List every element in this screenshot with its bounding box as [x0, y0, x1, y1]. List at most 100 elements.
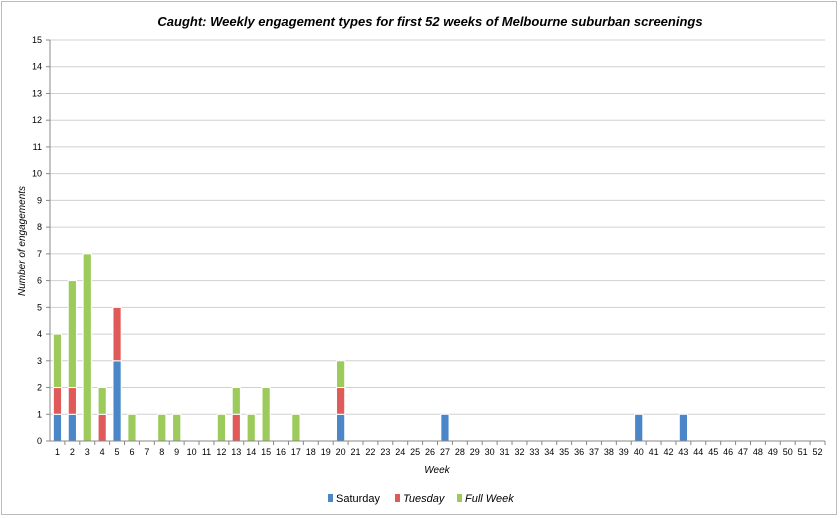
legend-swatch — [395, 494, 400, 502]
y-tick-label: 10 — [32, 169, 42, 179]
x-tick-label: 22 — [365, 447, 375, 457]
bar-segment — [112, 306, 122, 362]
chart-title: Caught: Weekly engagement types for firs… — [157, 14, 702, 29]
x-tick-label: 33 — [529, 447, 539, 457]
x-axis-ticks: 1 2 3 4 5 6 7 8 9 10 11 12 13 14 15 16 17 18 19 20 21 22 23 24 2… — [55, 441, 826, 457]
x-tick-label: 42 — [664, 447, 674, 457]
bar-segment — [97, 387, 107, 415]
x-tick-label: 15 — [261, 447, 271, 457]
bar-segment — [291, 413, 301, 442]
bar-segment — [440, 413, 450, 442]
legend-swatch — [328, 494, 333, 502]
y-tick-label: 12 — [32, 115, 42, 125]
bar-segment — [52, 413, 63, 442]
x-tick-label: 44 — [693, 447, 703, 457]
x-tick-label: 43 — [678, 447, 688, 457]
y-tick-label: 7 — [37, 249, 42, 259]
x-tick-label: 27 — [440, 447, 450, 457]
x-tick-label: 18 — [306, 447, 316, 457]
bar-segment — [157, 413, 167, 442]
x-tick-label: 20 — [336, 447, 346, 457]
x-tick-label: 6 — [129, 447, 134, 457]
x-tick-label: 50 — [783, 447, 793, 457]
x-tick-label: 28 — [455, 447, 465, 457]
x-tick-label: 9 — [174, 447, 179, 457]
x-tick-label: 45 — [708, 447, 718, 457]
x-tick-label: 36 — [574, 447, 584, 457]
x-tick-label: 32 — [514, 447, 524, 457]
x-tick-label: 24 — [395, 447, 405, 457]
bar-segment — [112, 360, 122, 442]
y-tick-label: 13 — [32, 88, 42, 98]
legend: Saturday Tuesday Full Week — [328, 493, 514, 505]
x-tick-label: 30 — [485, 447, 495, 457]
x-tick-label: 40 — [634, 447, 644, 457]
x-tick-label: 35 — [559, 447, 569, 457]
x-tick-label: 2 — [70, 447, 75, 457]
y-tick-label: 0 — [37, 436, 42, 446]
bar-segment — [336, 387, 346, 415]
bar-segment — [231, 413, 241, 442]
bar-segment — [231, 387, 241, 415]
x-tick-label: 34 — [544, 447, 554, 457]
x-tick-label: 48 — [753, 447, 763, 457]
bar-segment — [246, 413, 256, 442]
x-tick-label: 17 — [291, 447, 301, 457]
bar-segment — [336, 360, 346, 389]
bar-segment — [678, 413, 689, 442]
legend-label: Full Week — [465, 493, 514, 505]
legend-label: Tuesday — [403, 493, 446, 505]
gridlines — [46, 39, 825, 442]
bar-segment — [127, 413, 137, 442]
x-tick-label: 47 — [738, 447, 748, 457]
y-tick-label: 5 — [37, 302, 42, 312]
x-tick-label: 23 — [380, 447, 390, 457]
x-tick-label: 39 — [619, 447, 629, 457]
bar-segment — [82, 253, 92, 442]
x-tick-label: 8 — [159, 447, 164, 457]
bar-segment — [172, 413, 182, 442]
y-tick-label: 6 — [37, 276, 42, 286]
bar-segment — [634, 413, 644, 442]
bar-segment — [261, 387, 271, 442]
x-tick-label: 5 — [115, 447, 120, 457]
x-tick-label: 10 — [187, 447, 197, 457]
y-tick-label: 15 — [32, 35, 42, 45]
bars — [52, 253, 689, 442]
y-tick-label: 2 — [37, 383, 42, 393]
y-tick-label: 9 — [37, 195, 42, 205]
x-tick-label: 4 — [100, 447, 105, 457]
y-tick-label: 4 — [37, 329, 42, 339]
y-tick-label: 8 — [37, 222, 42, 232]
x-tick-label: 14 — [246, 447, 256, 457]
x-tick-label: 16 — [276, 447, 286, 457]
x-tick-label: 51 — [798, 447, 808, 457]
x-tick-label: 46 — [723, 447, 733, 457]
y-tick-label: 1 — [37, 409, 42, 419]
x-tick-label: 38 — [604, 447, 614, 457]
x-tick-label: 19 — [321, 447, 331, 457]
x-tick-label: 52 — [813, 447, 823, 457]
y-tick-label: 11 — [33, 142, 42, 152]
x-tick-label: 25 — [410, 447, 420, 457]
bar-segment — [97, 413, 107, 442]
x-tick-label: 29 — [470, 447, 480, 457]
legend-swatch — [457, 494, 462, 502]
bar-segment — [67, 280, 77, 389]
y-tick-label: 14 — [32, 62, 42, 72]
bar-segment — [67, 413, 77, 442]
x-axis-label: Week — [424, 465, 450, 476]
x-tick-label: 11 — [202, 447, 211, 457]
bar-segment — [52, 333, 63, 389]
bar-segment — [216, 413, 226, 442]
x-tick-label: 31 — [500, 447, 510, 457]
x-tick-label: 49 — [768, 447, 778, 457]
legend-label: Saturday — [336, 493, 381, 505]
x-tick-label: 37 — [589, 447, 599, 457]
x-tick-label: 7 — [144, 447, 149, 457]
x-tick-label: 12 — [216, 447, 226, 457]
x-tick-label: 3 — [85, 447, 90, 457]
